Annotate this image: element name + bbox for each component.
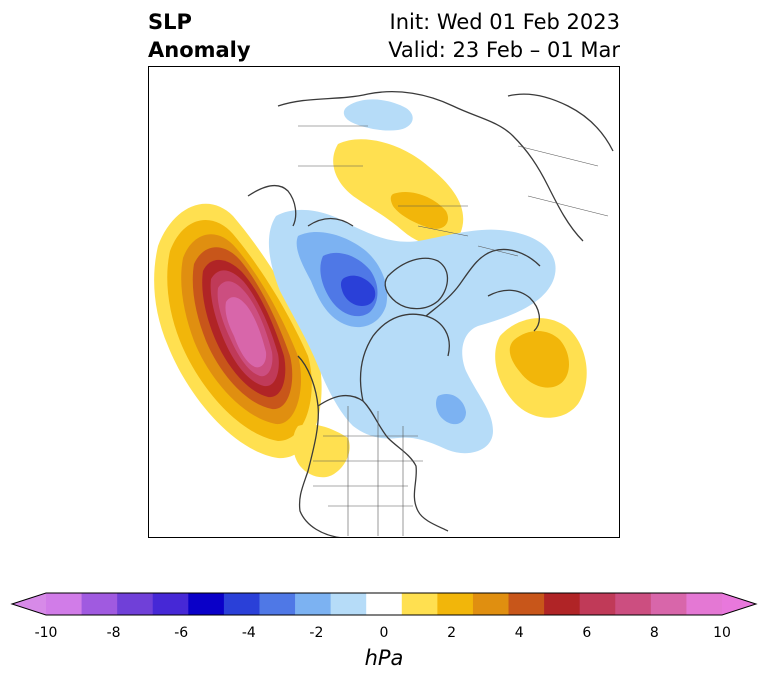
colorbar-unit-label: hPa bbox=[364, 646, 404, 670]
colorbar-segment bbox=[401, 593, 438, 615]
colorbar-segment bbox=[579, 593, 616, 615]
colorbar-segment bbox=[81, 593, 118, 615]
political-borders bbox=[298, 125, 609, 536]
colorbar-extend-max bbox=[722, 593, 756, 615]
map-panel bbox=[148, 66, 620, 538]
map-title: SLP Anomaly bbox=[148, 8, 251, 64]
colorbar-segment bbox=[615, 593, 652, 615]
colorbar-extend-min bbox=[12, 593, 46, 615]
colorbar-outline bbox=[10, 592, 758, 616]
colorbar-segment bbox=[117, 593, 154, 615]
colorbar-segment bbox=[330, 593, 367, 615]
siberia-high-anomaly bbox=[333, 139, 464, 246]
colorbar-tick-label: 2 bbox=[447, 625, 457, 641]
colorbar bbox=[10, 592, 758, 616]
arctic-low-anomaly bbox=[343, 99, 413, 131]
valid-range-label: Valid: 23 Feb – 01 Mar bbox=[388, 38, 620, 62]
colorbar-segment bbox=[650, 593, 687, 615]
colorbar-tick-label: 10 bbox=[713, 625, 731, 641]
coastlines bbox=[247, 91, 614, 538]
greenland-low-anomaly bbox=[268, 209, 556, 454]
map-title-line1: SLP bbox=[148, 10, 192, 34]
colorbar-segment bbox=[152, 593, 189, 615]
map-subtitle: Init: Wed 01 Feb 2023 Valid: 23 Feb – 01… bbox=[388, 8, 620, 64]
colorbar-tick-label: 0 bbox=[379, 625, 389, 641]
map-title-line2: Anomaly bbox=[148, 38, 251, 62]
colorbar-tick-label: 6 bbox=[582, 625, 592, 641]
colorbar-tick-label: -10 bbox=[34, 625, 58, 641]
colorbar-tick-label: -2 bbox=[309, 625, 324, 641]
map-border bbox=[148, 66, 620, 538]
colorbar-segment bbox=[223, 593, 260, 615]
colorbar-tick-label: 8 bbox=[649, 625, 659, 641]
southwest-us-high-anomaly bbox=[292, 424, 350, 478]
colorbar-tick-label: 4 bbox=[514, 625, 524, 641]
colorbar-segment bbox=[508, 593, 545, 615]
colorbar-segment bbox=[46, 593, 83, 615]
colorbar-segment bbox=[472, 593, 510, 615]
colorbar-segment bbox=[686, 593, 723, 615]
colorbar-segment bbox=[188, 593, 225, 615]
north-atlantic-high-anomaly bbox=[495, 318, 587, 418]
colorbar-tick-label: -4 bbox=[241, 625, 256, 641]
colorbar-segment bbox=[259, 593, 296, 615]
slp-anomaly-map bbox=[148, 66, 620, 538]
colorbar-segment bbox=[366, 593, 403, 615]
colorbar-segment bbox=[544, 593, 581, 615]
north-pacific-high-anomaly bbox=[154, 203, 322, 459]
colorbar-tick-label: -8 bbox=[106, 625, 121, 641]
init-date-label: Init: Wed 01 Feb 2023 bbox=[389, 10, 620, 34]
colorbar-segment bbox=[295, 593, 332, 615]
colorbar-tick-label: -6 bbox=[174, 625, 189, 641]
colorbar-segment bbox=[437, 593, 474, 615]
